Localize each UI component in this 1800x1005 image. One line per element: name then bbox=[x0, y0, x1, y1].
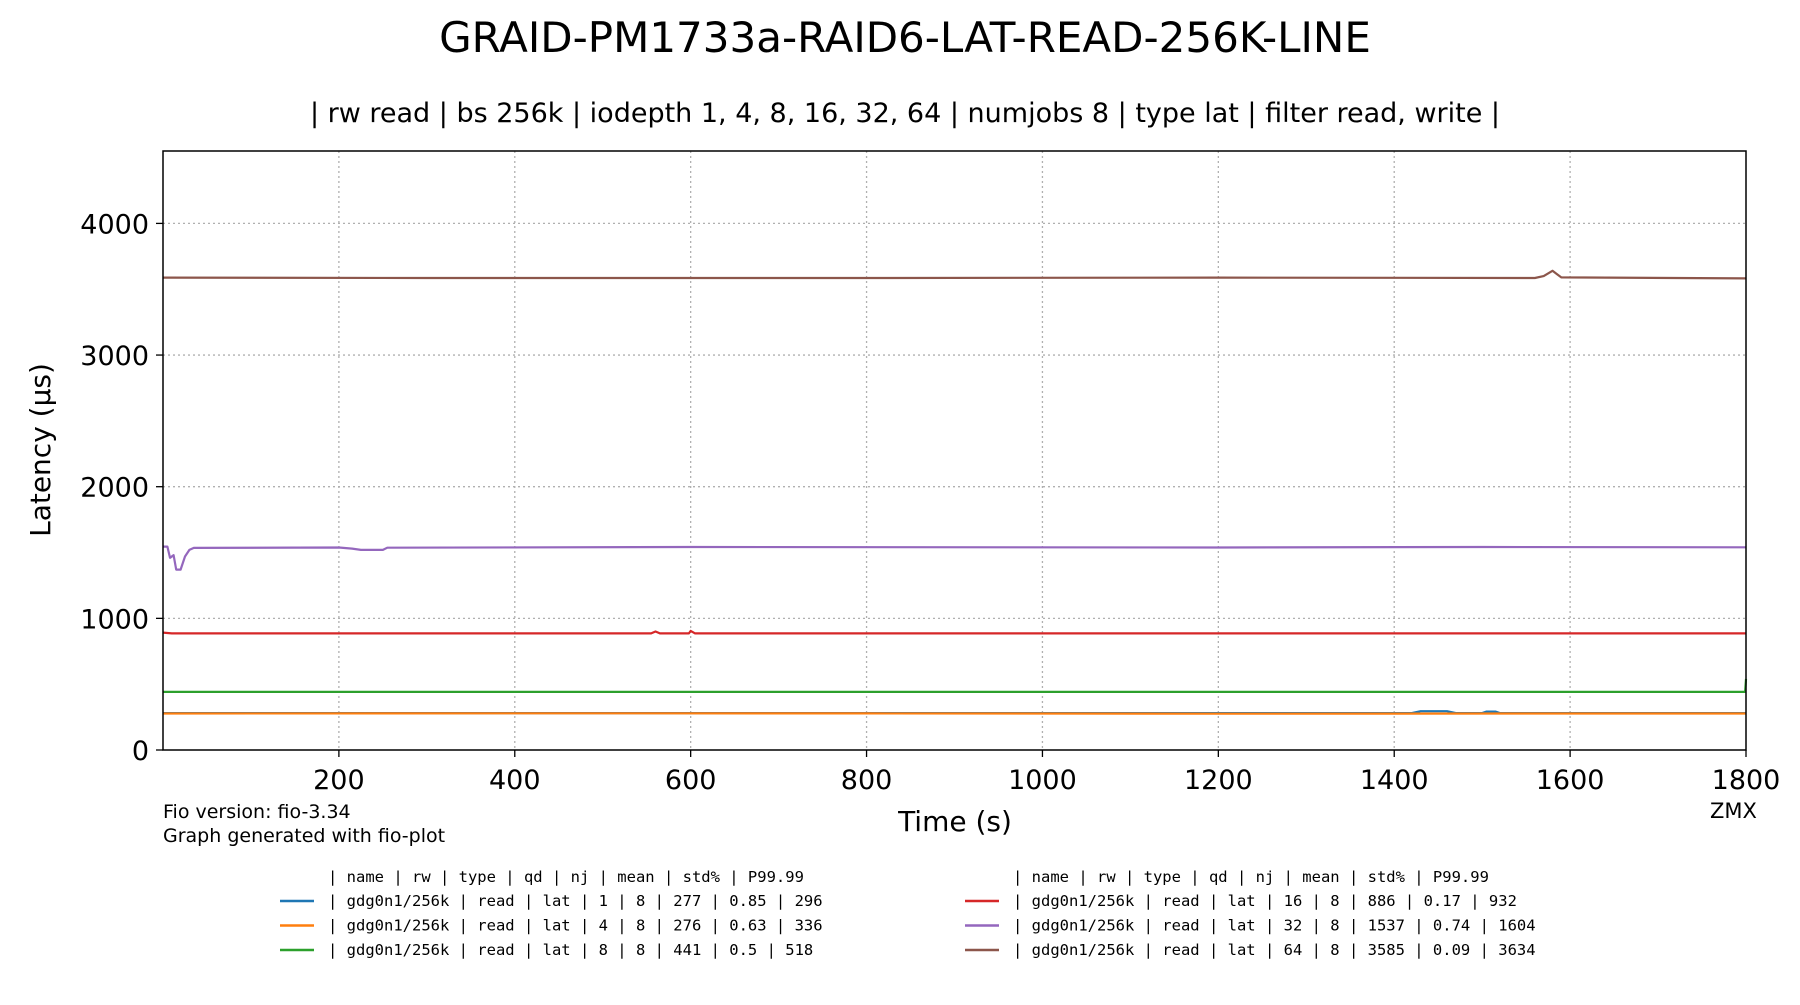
series-line-4 bbox=[163, 631, 1746, 634]
x-tick-label: 1200 bbox=[1184, 765, 1253, 796]
y-axis-ticks: 0 1000 2000 3000 4000 bbox=[80, 209, 163, 767]
x-tick-label: 600 bbox=[665, 765, 717, 796]
x-tick-label: 1800 bbox=[1712, 765, 1781, 796]
signature-text: ZMX bbox=[1710, 799, 1757, 823]
legend-header: | name | rw | type | qd | nj | mean | st… bbox=[328, 868, 804, 886]
y-tick-label: 3000 bbox=[80, 341, 149, 372]
x-tick-label: 200 bbox=[313, 765, 365, 796]
series-lines bbox=[163, 271, 1746, 714]
x-tick-label: 1000 bbox=[1008, 765, 1077, 796]
fio-plot-note: Graph generated with fio-plot bbox=[163, 825, 445, 847]
legend-header: | name | rw | type | qd | nj | mean | st… bbox=[1013, 868, 1489, 886]
y-tick-label: 0 bbox=[132, 736, 149, 767]
series-line-5 bbox=[163, 547, 1746, 570]
x-axis-ticks: 200 400 600 800 1000 1200 1400 1600 1800 bbox=[313, 750, 1780, 796]
grid-lines bbox=[163, 151, 1746, 750]
series-line-6 bbox=[163, 271, 1746, 279]
x-tick-label: 800 bbox=[841, 765, 893, 796]
legend-entry: | gdg0n1/256k | read | lat | 64 | 8 | 35… bbox=[1013, 941, 1536, 959]
series-line-3 bbox=[163, 679, 1746, 692]
y-tick-label: 1000 bbox=[80, 604, 149, 635]
chart-subtitle: | rw read | bs 256k | iodepth 1, 4, 8, 1… bbox=[310, 98, 1500, 129]
y-tick-label: 2000 bbox=[80, 473, 149, 504]
fio-version-note: Fio version: fio-3.34 bbox=[163, 801, 351, 823]
legend-table: | name | rw | type | qd | nj | mean | st… bbox=[280, 868, 1536, 959]
x-tick-label: 400 bbox=[489, 765, 541, 796]
y-tick-label: 4000 bbox=[80, 209, 149, 240]
chart-title: GRAID-PM1733a-RAID6-LAT-READ-256K-LINE bbox=[439, 13, 1371, 62]
x-tick-label: 1400 bbox=[1360, 765, 1429, 796]
legend-entry: | gdg0n1/256k | read | lat | 32 | 8 | 15… bbox=[1013, 917, 1536, 935]
x-axis-label: Time (s) bbox=[897, 805, 1012, 838]
x-tick-label: 1600 bbox=[1536, 765, 1605, 796]
legend-entry: | gdg0n1/256k | read | lat | 8 | 8 | 441… bbox=[328, 941, 813, 959]
legend-entry: | gdg0n1/256k | read | lat | 16 | 8 | 88… bbox=[1013, 892, 1517, 910]
plot-frame bbox=[163, 151, 1746, 750]
y-axis-label: Latency (µs) bbox=[24, 363, 57, 537]
legend-entry: | gdg0n1/256k | read | lat | 1 | 8 | 277… bbox=[328, 892, 823, 910]
legend-entry: | gdg0n1/256k | read | lat | 4 | 8 | 276… bbox=[328, 917, 823, 935]
